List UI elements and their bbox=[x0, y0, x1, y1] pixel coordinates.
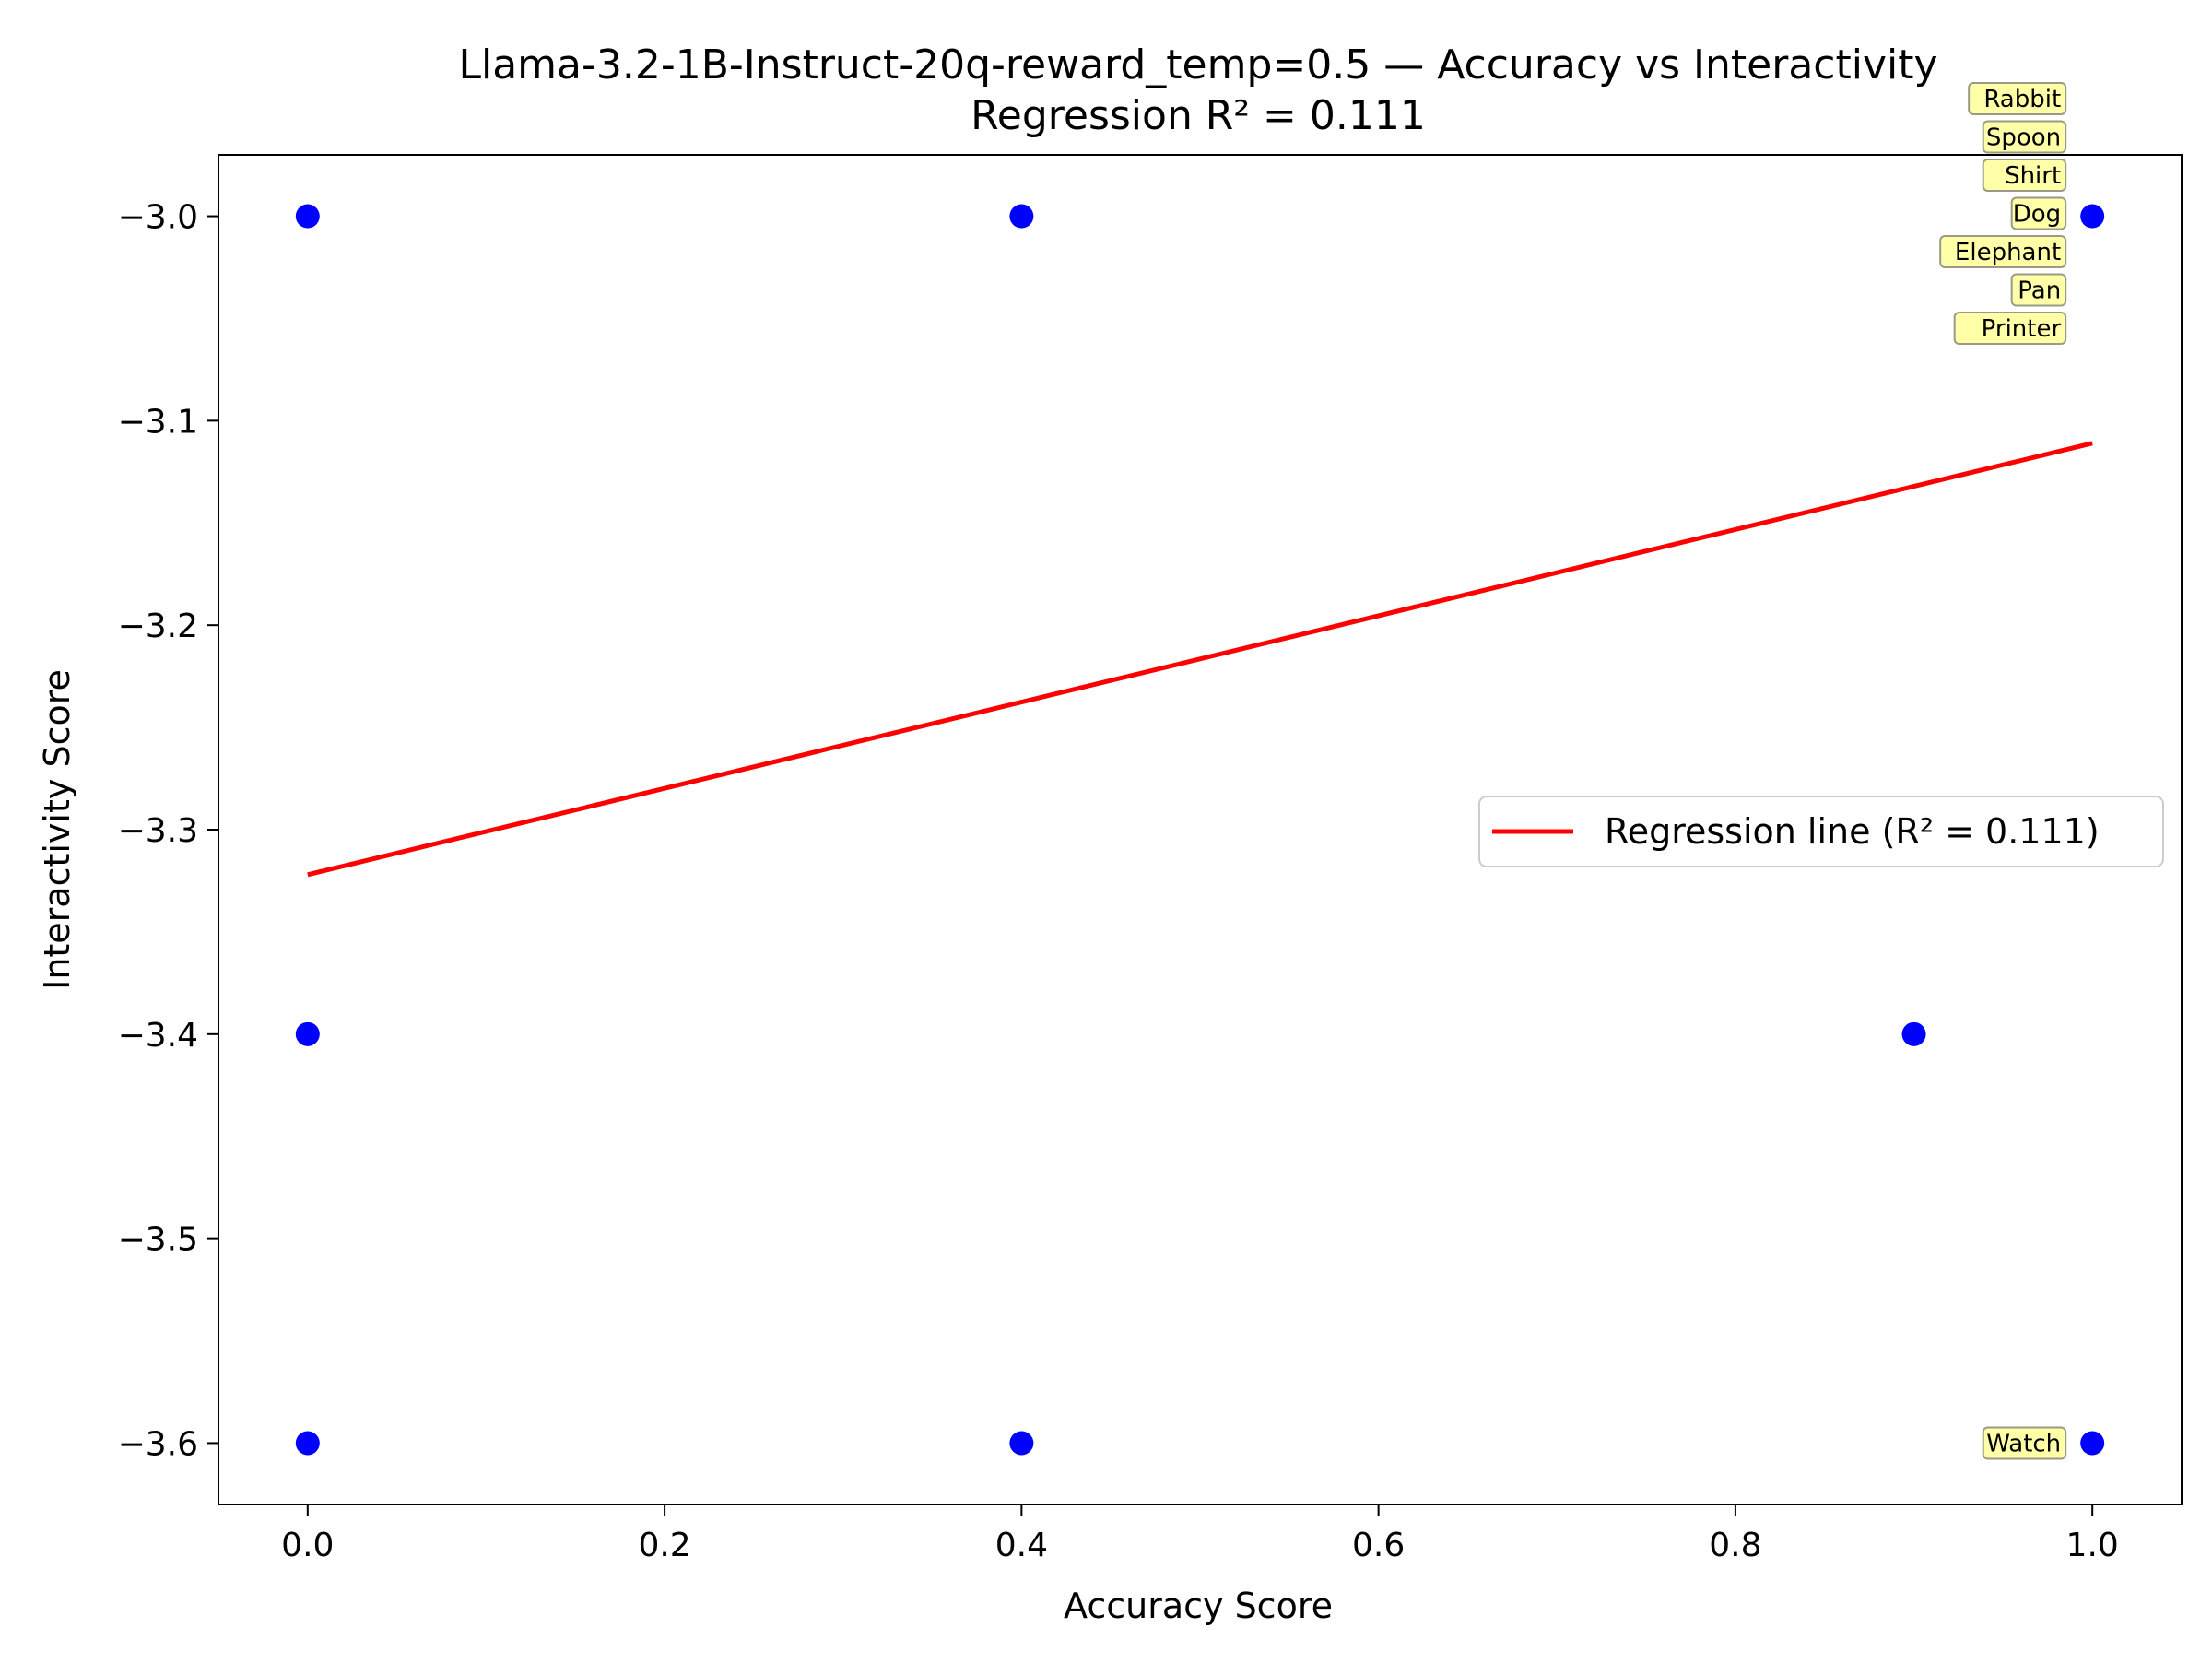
y-axis-label: Interactivity Score bbox=[37, 669, 77, 990]
x-tick-label: 0.4 bbox=[995, 1527, 1048, 1564]
scatter-point bbox=[295, 204, 320, 229]
scatter-point bbox=[295, 1021, 320, 1046]
x-tick-label: 0.0 bbox=[281, 1527, 334, 1564]
point-annotation-box bbox=[1982, 159, 2067, 192]
x-tick-label: 0.6 bbox=[1352, 1527, 1405, 1564]
y-tick-label: −3.1 bbox=[118, 403, 198, 441]
legend-label: Regression line (R² = 0.111) bbox=[1605, 811, 2100, 852]
point-annotation-box bbox=[1982, 120, 2067, 154]
point-annotation-box bbox=[1939, 235, 2067, 268]
y-tick-label: −3.4 bbox=[118, 1017, 198, 1055]
point-annotation-label: Shirt bbox=[2005, 162, 2061, 190]
point-annotation-label: Rabbit bbox=[1983, 86, 2061, 113]
y-tick-label: −3.0 bbox=[118, 199, 198, 237]
point-annotation-box bbox=[1982, 1426, 2067, 1460]
scatter-point bbox=[1009, 1431, 1034, 1456]
scatter-point bbox=[2080, 1431, 2105, 1456]
x-tick-label: 0.8 bbox=[1709, 1527, 1761, 1564]
regression-line bbox=[307, 441, 2093, 878]
legend-box bbox=[1478, 796, 2164, 867]
x-tick-label: 1.0 bbox=[2066, 1527, 2119, 1564]
point-annotation-label: Watch bbox=[1986, 1430, 2061, 1457]
point-annotation-label: Spoon bbox=[1986, 124, 2061, 152]
point-annotation-label: Elephant bbox=[1955, 239, 2061, 266]
scatter-point bbox=[1901, 1021, 1926, 1046]
point-annotation-box bbox=[1953, 312, 2067, 345]
point-annotation-box bbox=[1968, 82, 2067, 115]
point-annotation-box bbox=[2010, 273, 2067, 307]
point-annotation-label: Dog bbox=[2013, 201, 2061, 229]
y-tick-label: −3.2 bbox=[118, 607, 198, 645]
y-tick-label: −3.6 bbox=[118, 1425, 198, 1463]
x-axis-label: Accuracy Score bbox=[1064, 1586, 1333, 1626]
chart-title: Llama-3.2-1B-Instruct-20q-reward_temp=0.… bbox=[458, 41, 1937, 88]
chart-subtitle: Regression R² = 0.111 bbox=[971, 92, 1426, 139]
point-annotation-label: Printer bbox=[1982, 315, 2062, 343]
plot-area: 0.0 0.2 0.4 0.6 0.8 1.0 −3.0 −3.1 −3.2 −3.3 −3.4 −3… bbox=[118, 82, 2183, 1564]
y-tick-label: −3.3 bbox=[118, 812, 198, 850]
point-annotation-label: Pan bbox=[2018, 277, 2061, 305]
x-tick-label: 0.2 bbox=[638, 1527, 690, 1564]
scatter-point bbox=[2080, 204, 2105, 229]
y-tick-label: −3.5 bbox=[118, 1221, 198, 1259]
point-annotation-box bbox=[2010, 196, 2067, 230]
scatter-point bbox=[295, 1431, 320, 1456]
scatter-point bbox=[1009, 204, 1034, 229]
